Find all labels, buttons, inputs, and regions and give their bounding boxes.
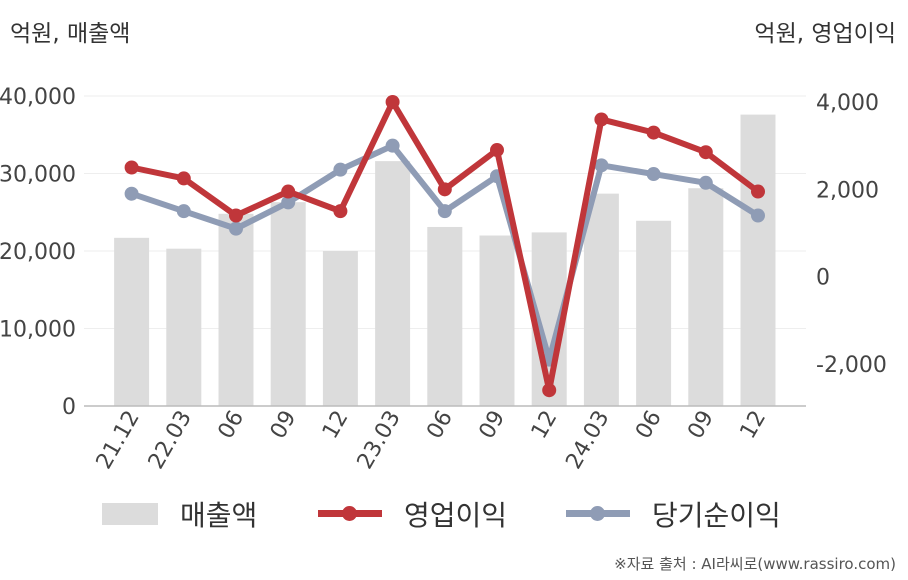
sales-bar <box>322 251 358 406</box>
net-income-point <box>698 175 713 190</box>
sales-bar <box>740 114 776 406</box>
sales-bar <box>583 193 619 406</box>
operating-profit-point <box>437 182 452 197</box>
x-axis-ticks: 21.12 22.03 06 09 12 23.03 06 09 12 24.03 06 09 12 <box>92 407 772 474</box>
right-y-axis-ticks: -2,000 0 2,000 4,000 <box>816 91 887 378</box>
sales-bar <box>270 202 306 406</box>
operating-profit-point <box>176 171 191 186</box>
x-tick-label: 12 <box>318 407 354 444</box>
left-y-tick: 20,000 <box>0 240 76 265</box>
x-tick-label: 24.03 <box>561 407 614 474</box>
operating-profit-point <box>698 145 713 160</box>
legend-net-swatch <box>566 501 630 527</box>
left-y-axis-ticks: 0 10,000 20,000 30,000 40,000 <box>0 85 76 420</box>
left-y-tick: 10,000 <box>0 318 76 343</box>
right-y-tick: 2,000 <box>816 178 879 203</box>
sales-bar <box>166 248 202 406</box>
operating-profit-point <box>490 143 504 158</box>
sales-bars <box>114 114 776 406</box>
legend-sales-swatch <box>102 503 158 525</box>
left-axis-unit: 억원, 매출액 <box>10 21 131 47</box>
operating-profit-point <box>281 184 296 199</box>
x-tick-label: 06 <box>422 407 458 444</box>
x-tick-label: 12 <box>736 407 772 444</box>
sales-bar <box>479 235 515 406</box>
sales-bar <box>688 188 724 406</box>
net-income-point <box>176 204 191 219</box>
x-tick-label: 06 <box>214 407 250 444</box>
legend-op-label: 영업이익 <box>404 499 508 532</box>
sales-bar <box>636 220 672 406</box>
net-income-point <box>437 204 452 219</box>
right-axis-unit: 억원, 영업이익 <box>754 21 896 47</box>
x-tick-label: 21.12 <box>92 407 145 474</box>
legend-net-label: 당기순이익 <box>652 499 781 532</box>
sales-bar <box>114 237 150 406</box>
net-income-point <box>229 221 243 236</box>
x-tick-label: 09 <box>266 407 302 444</box>
legend-sales: 매출액 <box>102 492 257 536</box>
sales-bar <box>375 161 411 406</box>
legend-op-swatch <box>318 501 382 527</box>
x-tick-label: 09 <box>475 407 511 444</box>
operating-profit-point <box>229 208 243 223</box>
x-tick-label: 09 <box>683 407 719 444</box>
sales-bar <box>427 226 463 406</box>
right-y-tick: -2,000 <box>816 353 887 378</box>
source-note: ※자료 출처 : AI라씨로(www.rassiro.com) <box>614 555 896 573</box>
net-income-point <box>333 162 348 177</box>
net-income-point <box>281 195 296 210</box>
x-tick-label: 12 <box>527 407 563 444</box>
x-tick-label: 23.03 <box>353 407 406 474</box>
operating-profit-point <box>385 95 400 109</box>
net-income-point <box>751 208 765 223</box>
x-tick-label: 22.03 <box>144 407 197 474</box>
operating-profit-point <box>333 204 348 219</box>
net-income-point <box>646 167 661 182</box>
operating-profit-point <box>542 383 557 398</box>
left-y-tick: 0 <box>62 395 76 420</box>
right-y-tick: 0 <box>816 266 830 291</box>
operating-profit-point <box>751 184 765 199</box>
left-y-tick: 40,000 <box>0 85 76 110</box>
net-income-point <box>385 138 400 153</box>
legend-operating-profit: 영업이익 <box>318 492 507 536</box>
x-tick-label: 06 <box>631 407 667 444</box>
right-y-tick: 4,000 <box>816 91 879 116</box>
left-y-tick: 30,000 <box>0 163 76 188</box>
operating-profit-point <box>646 125 661 140</box>
sales-bar <box>218 213 254 406</box>
operating-profit-point <box>594 112 609 127</box>
net-income-point <box>594 158 609 173</box>
profit-lines <box>124 95 765 398</box>
net-income-point <box>124 186 139 201</box>
legend-sales-label: 매출액 <box>180 499 258 532</box>
legend-net-income: 당기순이익 <box>566 492 781 536</box>
operating-profit-point <box>124 160 139 175</box>
